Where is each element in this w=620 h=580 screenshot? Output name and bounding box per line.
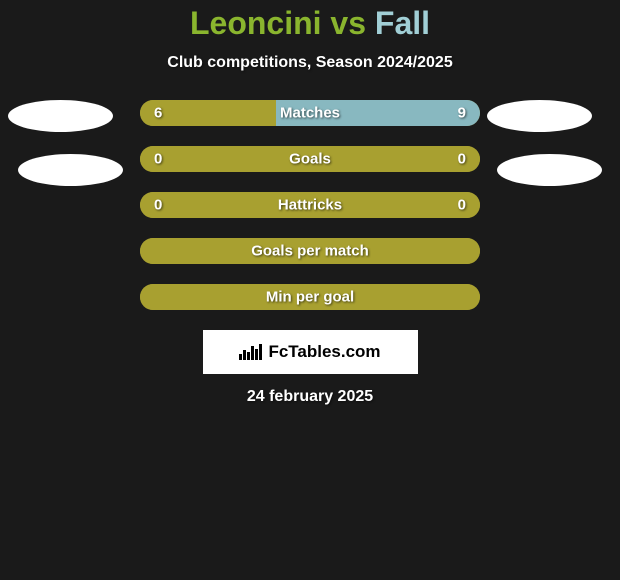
- stat-row: Min per goal: [140, 284, 480, 310]
- stat-row: 0 0 Hattricks: [140, 192, 480, 218]
- page-title: Leoncini vs Fall: [0, 5, 620, 42]
- stat-label: Min per goal: [266, 289, 354, 306]
- main-container: Leoncini vs Fall Club competitions, Seas…: [0, 0, 620, 406]
- stats-area: 6 9 Matches 0 0 Goals 0 0 Hattricks Goals per mat…: [0, 100, 620, 406]
- stat-value-right: 0: [458, 151, 466, 168]
- stat-value-left: 6: [154, 105, 162, 122]
- avatar-right-2: [497, 154, 602, 186]
- footer-date: 24 february 2025: [0, 388, 620, 406]
- chart-icon: [239, 344, 262, 360]
- stat-value-left: 0: [154, 151, 162, 168]
- stat-value-left: 0: [154, 197, 162, 214]
- stat-row: 0 0 Goals: [140, 146, 480, 172]
- subtitle: Club competitions, Season 2024/2025: [0, 54, 620, 72]
- footer-logo[interactable]: FcTables.com: [203, 330, 418, 374]
- stat-value-right: 0: [458, 197, 466, 214]
- stat-label: Matches: [280, 105, 340, 122]
- stat-row: Goals per match: [140, 238, 480, 264]
- player2-name: Fall: [375, 5, 430, 41]
- stat-label: Hattricks: [278, 197, 342, 214]
- avatar-right-1: [487, 100, 592, 132]
- player1-name: Leoncini: [190, 5, 322, 41]
- footer-logo-text: FcTables.com: [268, 342, 380, 362]
- stat-value-right: 9: [458, 105, 466, 122]
- stat-row: 6 9 Matches: [140, 100, 480, 126]
- avatar-left-2: [18, 154, 123, 186]
- avatar-left-1: [8, 100, 113, 132]
- stat-label: Goals per match: [251, 243, 369, 260]
- vs-text: vs: [330, 5, 366, 41]
- stat-label: Goals: [289, 151, 331, 168]
